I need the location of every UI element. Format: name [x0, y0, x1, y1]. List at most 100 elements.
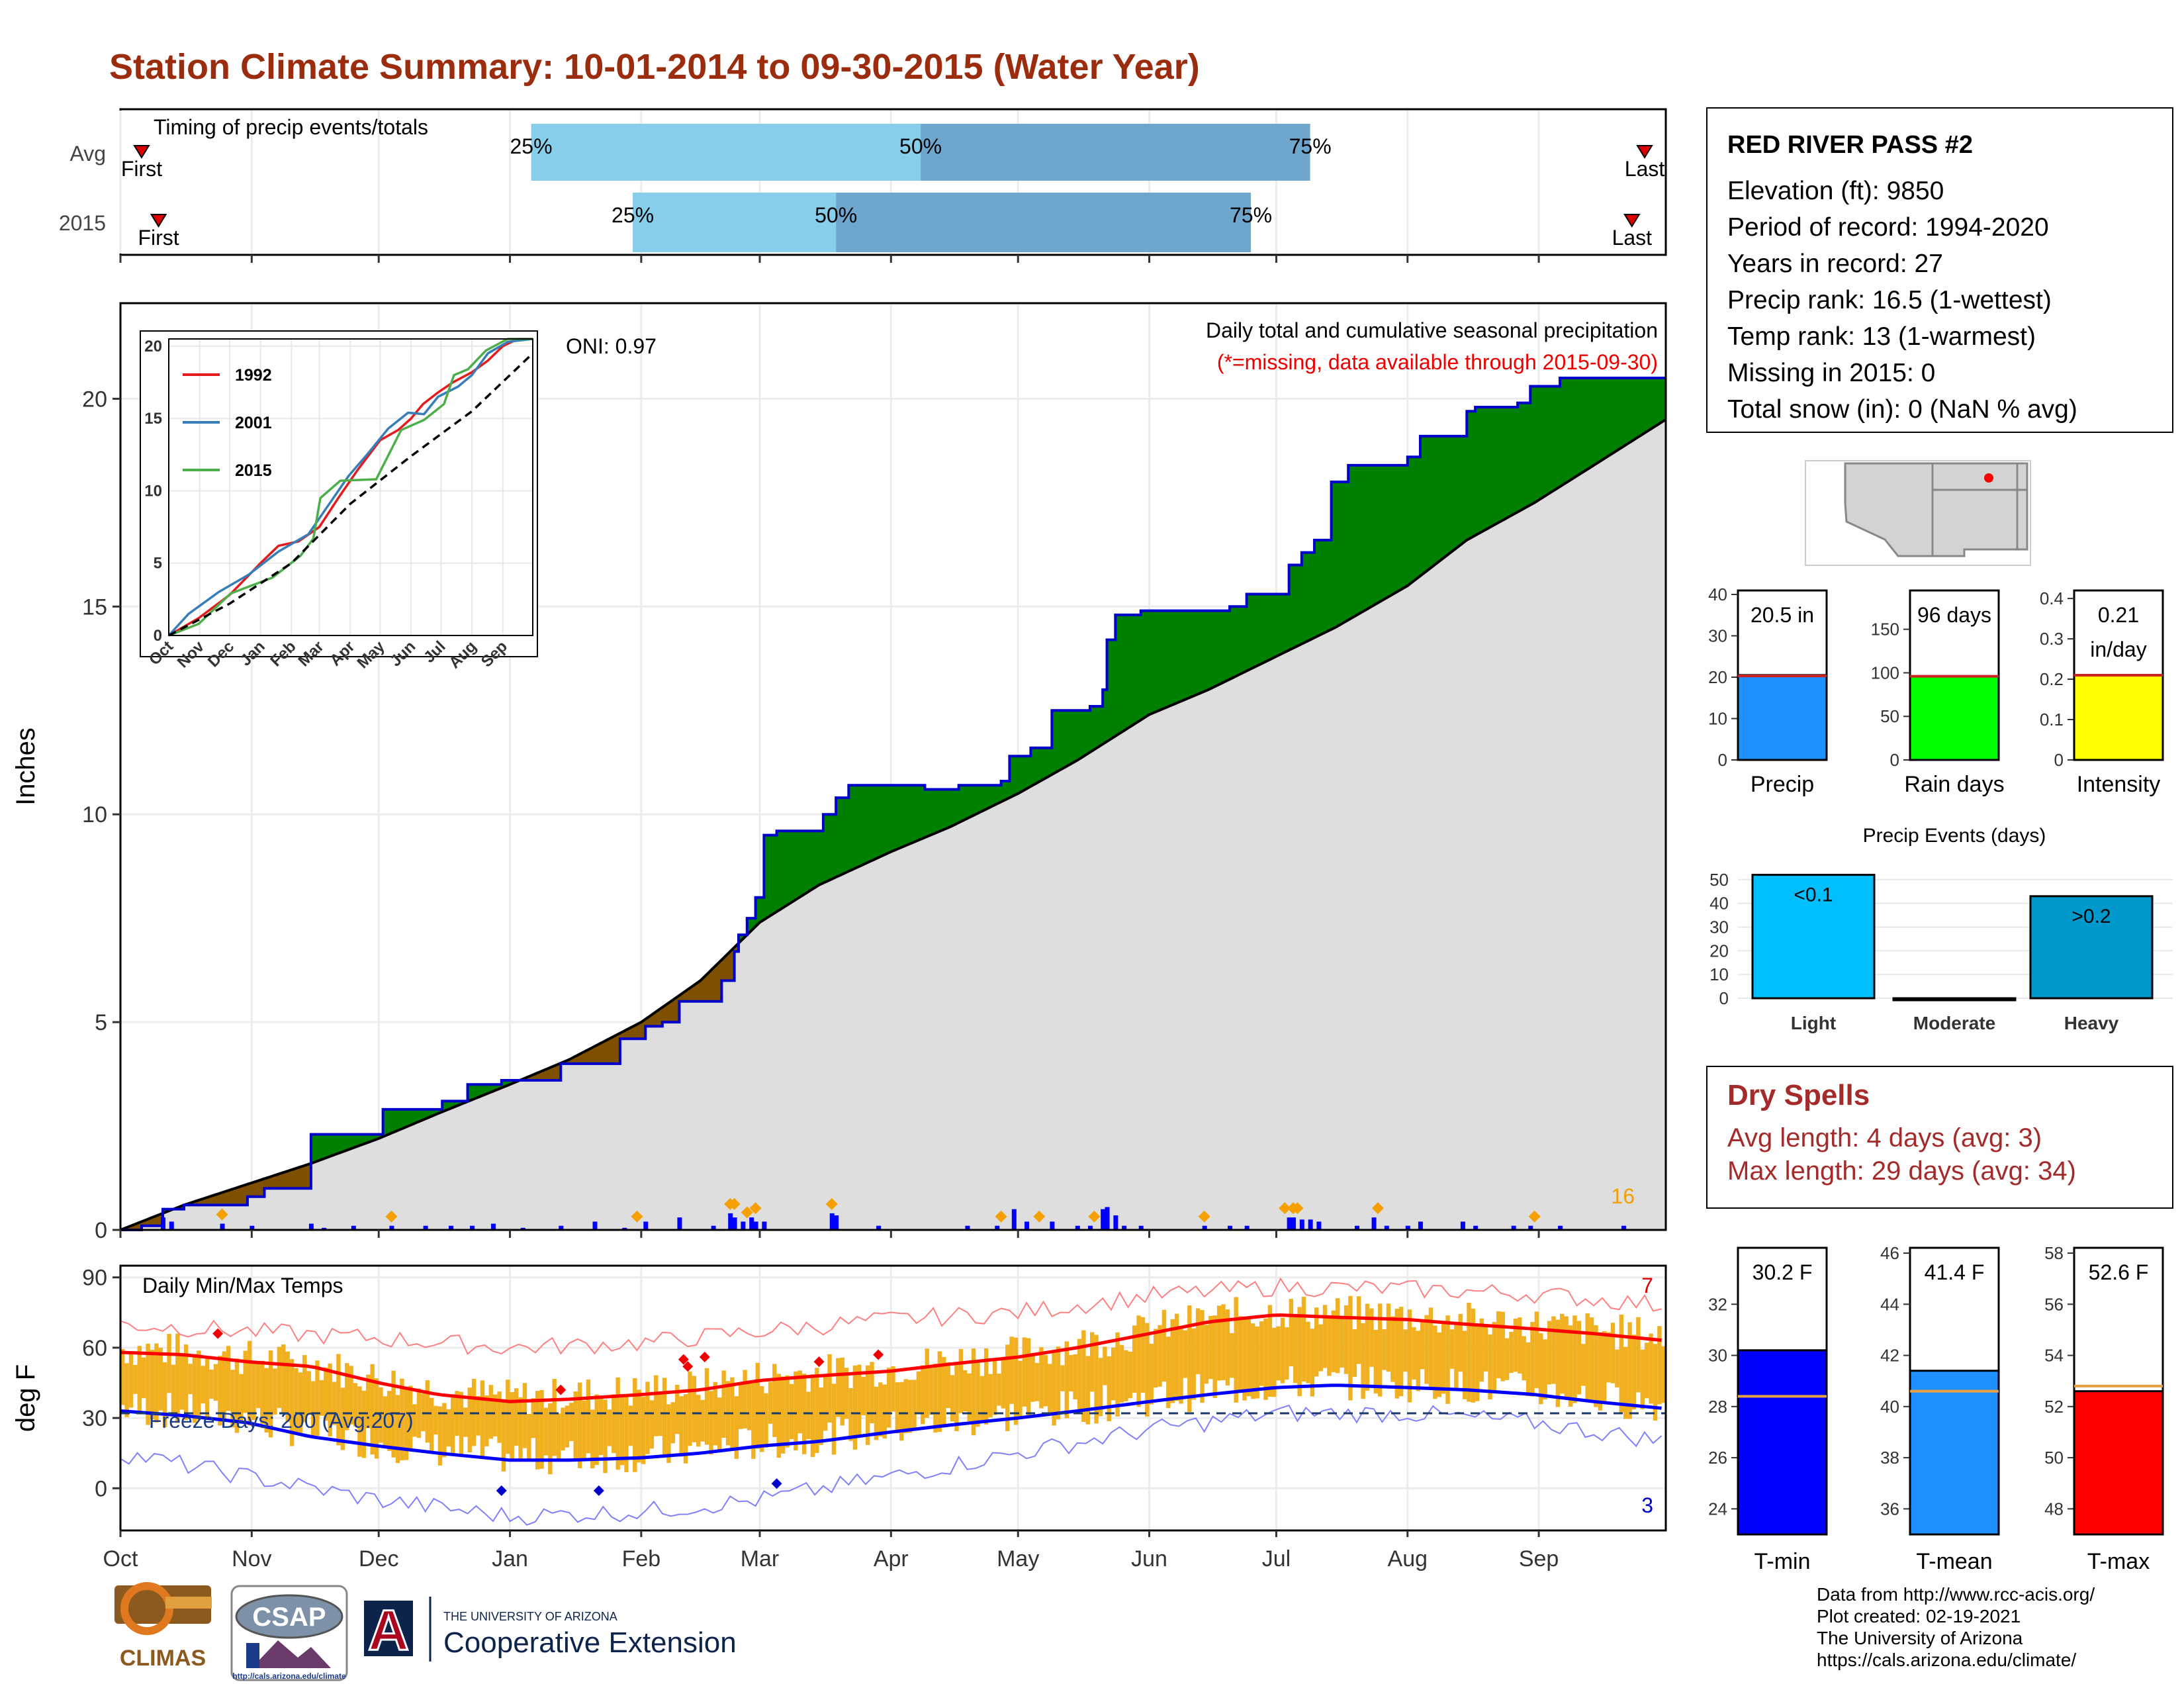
- events-tick-label: 30: [1709, 917, 1729, 937]
- timing-bar-late: [836, 193, 1251, 252]
- daily-temp-bar: [1606, 1332, 1611, 1383]
- daily-temp-bar: [1230, 1333, 1234, 1378]
- record-max-line: [120, 1277, 1662, 1355]
- daily-temp-bar: [916, 1371, 921, 1414]
- daily-temp-bar: [1327, 1318, 1332, 1376]
- daily-temp-bar: [1145, 1323, 1150, 1417]
- small-panel-tick-label: 48: [2044, 1499, 2064, 1519]
- record-min-line: [120, 1404, 1662, 1526]
- daily-temp-bar: [1636, 1317, 1641, 1393]
- daily-temp-bar: [1136, 1315, 1141, 1407]
- daily-temp-bar: [895, 1382, 900, 1434]
- daily-temp-bar: [810, 1374, 815, 1457]
- daily-precip-bar: [1011, 1209, 1017, 1230]
- daily-temp-bar: [230, 1370, 235, 1428]
- daily-temp-bar: [976, 1361, 980, 1427]
- daily-temp-bar: [1128, 1351, 1132, 1399]
- temp-ytick-label: 30: [82, 1406, 107, 1431]
- climas-logo: CLIMAS: [114, 1582, 212, 1671]
- daily-temp-bar: [827, 1354, 832, 1423]
- heavy-event-marker: [741, 1206, 753, 1219]
- station-missing: Missing in 2015: 0: [1727, 359, 1936, 387]
- temp-y-axis: 0 30 60 90: [82, 1266, 120, 1501]
- daily-temp-bar: [963, 1370, 968, 1412]
- daily-temp-bar: [717, 1397, 722, 1452]
- daily-temp-bar: [1500, 1311, 1505, 1382]
- timing-bar-late: [921, 124, 1310, 181]
- timing-row-2015: 2015: [59, 211, 106, 235]
- daily-temp-bar: [688, 1371, 692, 1446]
- daily-temp-bar: [1615, 1349, 1619, 1387]
- daily-temp-bar: [141, 1357, 146, 1399]
- last-label: Last: [1612, 226, 1653, 250]
- credit-line: Plot created: 02-19-2021: [1817, 1606, 2021, 1626]
- csap-text: CSAP: [252, 1603, 326, 1632]
- daily-temp-bar: [506, 1380, 510, 1454]
- small-panel-label: Precip: [1751, 772, 1814, 797]
- small-panel-bar: [2073, 674, 2164, 761]
- daily-precip-bar: [308, 1223, 314, 1230]
- heavy-event-marker: [1371, 1202, 1384, 1215]
- daily-temp-bar: [1293, 1315, 1298, 1383]
- daily-precip-bar: [1299, 1219, 1304, 1230]
- daily-temp-bar: [1581, 1344, 1586, 1386]
- daily-temp-bar: [891, 1366, 895, 1412]
- credit-line: The University of Arizona: [1817, 1628, 2023, 1648]
- daily-temp-bar: [1530, 1321, 1535, 1397]
- tmax-record-marker: [682, 1361, 694, 1372]
- daily-temp-bar: [637, 1389, 641, 1463]
- daily-temp-bar: [683, 1394, 688, 1464]
- daily-temp-bar: [1089, 1332, 1095, 1392]
- daily-temp-bar: [370, 1364, 375, 1455]
- daily-temp-bar: [1280, 1317, 1285, 1383]
- daily-temp-bar: [1195, 1308, 1201, 1374]
- small-panel-tick-label: 54: [2044, 1346, 2064, 1366]
- small-panel-label: T-max: [2087, 1549, 2150, 1574]
- timing-bars: 25% 50% 75% First Last 25% 50% 75% First Last: [121, 124, 1664, 252]
- daily-precip-bar: [1405, 1225, 1410, 1230]
- small-panel-tick-label: 26: [1708, 1448, 1727, 1468]
- daily-temp-bar: [1458, 1313, 1463, 1372]
- daily-temp-bar: [268, 1350, 273, 1438]
- daily-temp-bar: [1251, 1323, 1255, 1399]
- daily-temp-bar: [535, 1391, 540, 1470]
- oni-label: ONI: 0.97: [566, 334, 657, 358]
- daily-temp-bar: [797, 1370, 802, 1434]
- month-label: Oct: [103, 1546, 138, 1571]
- daily-temp-bar: [1449, 1329, 1455, 1369]
- first-label: First: [121, 157, 162, 181]
- daily-temp-bar: [1539, 1333, 1543, 1405]
- daily-temp-bar: [823, 1374, 828, 1431]
- daily-temp-bar: [561, 1407, 565, 1451]
- small-panel-tick-label: 50: [1880, 706, 1899, 726]
- inset-frame: [168, 338, 533, 636]
- timing-bar-early: [531, 124, 921, 181]
- daily-temp-bar: [1428, 1307, 1433, 1391]
- daily-temp-bar: [615, 1377, 620, 1470]
- month-label: Mar: [741, 1546, 780, 1571]
- daily-temp-bar: [1352, 1329, 1357, 1377]
- daily-precip-bar: [1287, 1217, 1292, 1230]
- daily-temp-bar: [1132, 1325, 1137, 1393]
- daily-temp-bar: [1585, 1313, 1590, 1401]
- small-panel-tick-label: 10: [1708, 709, 1727, 729]
- small-panel-bar: [2073, 1390, 2164, 1536]
- daily-temp-bar: [404, 1387, 409, 1460]
- events-category-label: Heavy: [2064, 1013, 2119, 1033]
- daily-temp-bar: [154, 1343, 159, 1423]
- small-panel-tick-label: 0: [1890, 750, 1899, 770]
- dry-spells-box: Dry Spells Avg length: 4 days (avg: 3) M…: [1706, 1066, 2173, 1209]
- daily-temp-bar: [552, 1379, 557, 1456]
- daily-temp-bar: [442, 1403, 447, 1458]
- daily-temp-bar: [218, 1356, 222, 1426]
- daily-temp-bar: [234, 1358, 240, 1433]
- inset-ytick-label: 15: [144, 410, 162, 428]
- daily-temp-bar: [374, 1378, 379, 1459]
- daily-temp-bar: [324, 1367, 328, 1421]
- timing-p25-label: 25%: [510, 134, 553, 158]
- daily-precip-bar: [1105, 1207, 1110, 1230]
- station-period: Period of record: 1994-2020: [1727, 213, 2049, 242]
- daily-temp-bar: [1496, 1311, 1501, 1379]
- daily-temp-bar: [1255, 1326, 1259, 1399]
- events-tick-label: 50: [1709, 870, 1729, 890]
